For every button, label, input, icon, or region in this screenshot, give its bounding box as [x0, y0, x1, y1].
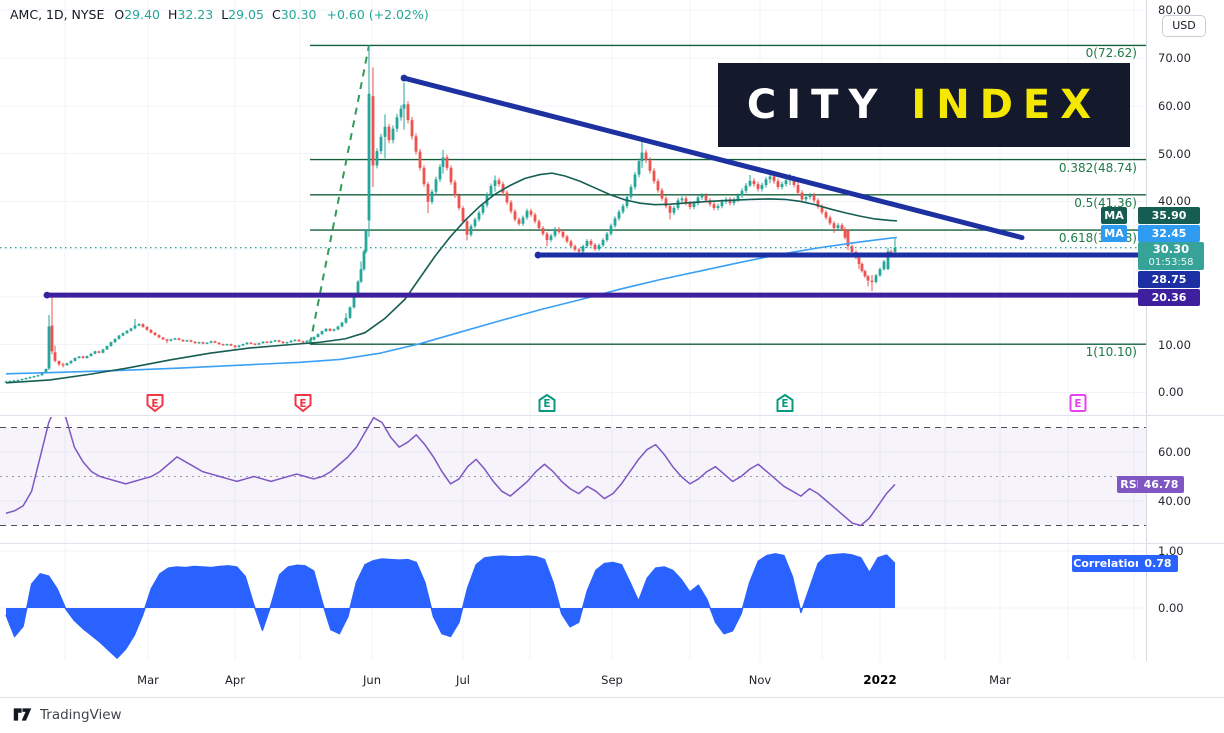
ohlc-field-o: O29.40: [114, 7, 160, 22]
earnings-marker[interactable]: E: [776, 394, 794, 412]
correlation-label-badge: Correlation: [1072, 555, 1144, 572]
rsi-value-badge: 46.78: [1138, 476, 1184, 493]
logo-city-text: CITY: [746, 82, 912, 128]
price-tick: 70.00: [1158, 50, 1191, 65]
time-tick-jun: Jun: [363, 673, 381, 687]
ohlc-field-l: L29.05: [221, 7, 264, 22]
fib-level-label: 0.5(41.36): [1074, 195, 1137, 210]
ohlc-field-h: H32.23: [168, 7, 214, 22]
price-tick: 10.00: [1158, 337, 1191, 352]
pane-separator-rsi[interactable]: [0, 415, 1224, 416]
tradingview-attribution-text: TradingView: [40, 706, 122, 723]
price-tick: 40.00: [1158, 194, 1191, 209]
fib-level-label: 1(10.10): [1085, 345, 1137, 360]
time-tick-jul: Jul: [456, 673, 470, 687]
ma-mid-value-badge: 32.45: [1138, 225, 1200, 242]
time-tick-sep: Sep: [601, 673, 623, 687]
svg-text:E: E: [1074, 398, 1081, 410]
time-tick-mar: Mar: [989, 673, 1011, 687]
earnings-marker[interactable]: E: [538, 394, 556, 412]
pane-separator-correlation[interactable]: [0, 543, 1224, 544]
time-tick-mar: Mar: [137, 673, 159, 687]
ma-long-label-badge: MA: [1101, 207, 1127, 224]
time-tick-nov: Nov: [748, 673, 772, 687]
price-tick: 50.00: [1158, 146, 1191, 161]
tradingview-logo-icon: [13, 708, 32, 721]
time-axis[interactable]: Mar Apr Jun Jul Sep Nov 2022 Mar: [0, 661, 1224, 697]
hline-20-36-badge: 20.36: [1138, 289, 1200, 306]
correlation-tick: 0.00: [1158, 601, 1184, 615]
city-index-logo: CITY INDEX: [718, 63, 1130, 147]
chart-bottom-border: [0, 697, 1224, 698]
bar-countdown: 01:53:58: [1148, 257, 1194, 268]
fib-level-label: 0.382(48.74): [1058, 160, 1137, 175]
change-value: +0.60 (+2.02%): [326, 7, 429, 22]
svg-text:E: E: [543, 398, 550, 410]
correlation-value-badge: 0.78: [1138, 555, 1178, 572]
symbol-header: AMC, 1D, NYSE O29.40 H32.23 L29.05 C30.30 +0.…: [10, 7, 429, 22]
hline-28-75-badge: 28.75: [1138, 271, 1200, 288]
svg-text:E: E: [299, 398, 306, 410]
rsi-tick: 60.00: [1158, 445, 1191, 459]
svg-text:E: E: [781, 398, 788, 410]
price-tick: 0.00: [1158, 385, 1184, 400]
currency-badge: USD: [1162, 15, 1206, 37]
tradingview-attribution[interactable]: TradingView: [12, 704, 122, 725]
earnings-marker[interactable]: E: [294, 394, 312, 412]
price-axis[interactable]: USD 80.00 70.00 60.00 50.00 40.00 10.00 0.00 60…: [1147, 0, 1224, 661]
correlation-tick: 1.00: [1158, 544, 1184, 558]
last-price-badge: 30.30 01:53:58: [1138, 242, 1204, 270]
last-price-value: 30.30: [1152, 242, 1190, 256]
rsi-label-badge: RSI: [1117, 476, 1144, 493]
price-tick: 60.00: [1158, 98, 1191, 113]
time-tick-apr: Apr: [225, 673, 245, 687]
earnings-marker[interactable]: E: [1069, 394, 1087, 412]
axis-border: [1146, 0, 1147, 697]
ohlc-values: O29.40 H32.23 L29.05 C30.30: [114, 7, 324, 22]
price-tick: 80.00: [1158, 3, 1191, 18]
earnings-marker[interactable]: E: [146, 394, 164, 412]
time-tick-2022: 2022: [863, 673, 897, 687]
rsi-tick: 40.00: [1158, 494, 1191, 508]
ma-long-value-badge: 35.90: [1138, 207, 1200, 224]
logo-index-text: INDEX: [911, 82, 1102, 128]
ohlc-field-c: C30.30: [271, 7, 317, 22]
svg-text:E: E: [151, 398, 158, 410]
fib-level-label: 0(72.62): [1085, 46, 1137, 61]
ma-mid-label-badge: MA: [1101, 225, 1127, 242]
symbol-name[interactable]: AMC, 1D, NYSE: [10, 7, 105, 22]
